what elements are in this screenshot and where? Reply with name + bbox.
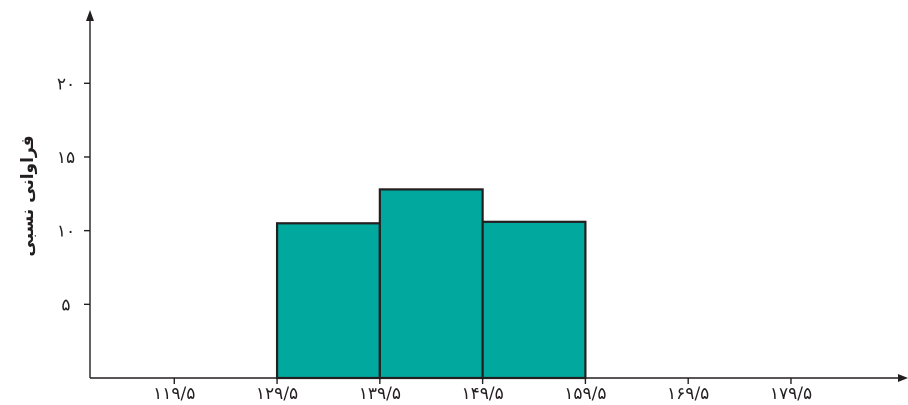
x-tick-label: ۱۶۹/۵ — [667, 384, 709, 404]
y-tick-label: ۵ — [61, 295, 70, 315]
axes-layer — [86, 10, 908, 382]
histogram-bar-2 — [378, 188, 484, 380]
x-tick-label: ۱۴۹/۵ — [461, 384, 503, 404]
x-tick-label: ۱۱۹/۵ — [153, 384, 195, 404]
y-tick-label: ۱۰ — [57, 222, 75, 242]
y-tick-label: ۱۵ — [57, 148, 75, 168]
histogram-bar-3 — [481, 220, 587, 380]
bars-layer — [275, 188, 587, 380]
x-tick-label: ۱۳۹/۵ — [359, 384, 401, 404]
y-axis-arrowhead — [86, 10, 94, 21]
x-tick-label: ۱۵۹/۵ — [564, 384, 606, 404]
x-axis-arrowhead — [898, 374, 908, 382]
x-tick-label: ۱۲۹/۵ — [256, 384, 298, 404]
ticks-layer: ۵ ۱۰ ۱۵ ۲۰ ۱۱۹/۵ ۱۲۹/۵ ۱۳۹/۵ ۱۴۹/۵ ۱۵۹/۵ ۱۶۹/۵ ۱۷۹… — [57, 74, 812, 404]
x-tick-label: ۱۷۹/۵ — [770, 384, 812, 404]
y-tick-label: ۲۰ — [57, 74, 75, 94]
y-axis-title: فراوانی نسبی — [18, 135, 38, 256]
histogram-bar-1 — [275, 222, 381, 380]
